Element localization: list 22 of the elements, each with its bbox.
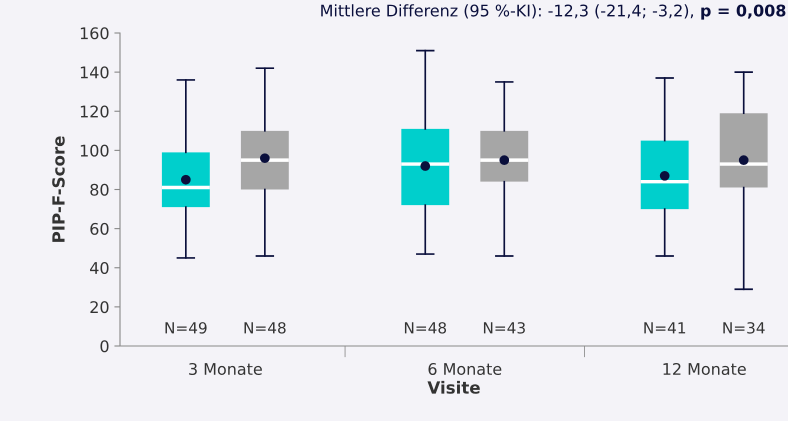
y-tick-label: 100 xyxy=(80,144,109,157)
x-tick-label: 6 Monate xyxy=(428,362,502,376)
x-tick-label: 3 Monate xyxy=(189,362,262,376)
text: N=43 xyxy=(484,322,525,334)
y-tick-label: 0 xyxy=(100,340,109,352)
y-axis-title: PIP-F-Score xyxy=(52,136,65,242)
y-tick-label: 140 xyxy=(80,66,109,78)
y-tick-label: 120 xyxy=(80,105,109,118)
text: N=49 xyxy=(166,322,207,334)
text: p = 0,008 xyxy=(701,4,786,20)
text: N=48 xyxy=(244,322,286,334)
x-axis-title: Visite xyxy=(427,380,480,394)
y-tick-label: 60 xyxy=(90,222,109,235)
y-tick-label: 160 xyxy=(80,27,109,40)
y-tick-label: 20 xyxy=(90,301,109,314)
x-tick-label: 12 Monate xyxy=(663,362,746,376)
text: N=41 xyxy=(644,322,686,334)
text: N=48 xyxy=(404,322,446,334)
y-tick-label: 80 xyxy=(90,184,109,196)
y-tick-label: 40 xyxy=(90,262,109,274)
chart-title: Mittlere Differenz (95 %-KI): -12,3 (-21,4; -3,2), xyxy=(321,4,693,18)
text: N=34 xyxy=(723,322,765,334)
